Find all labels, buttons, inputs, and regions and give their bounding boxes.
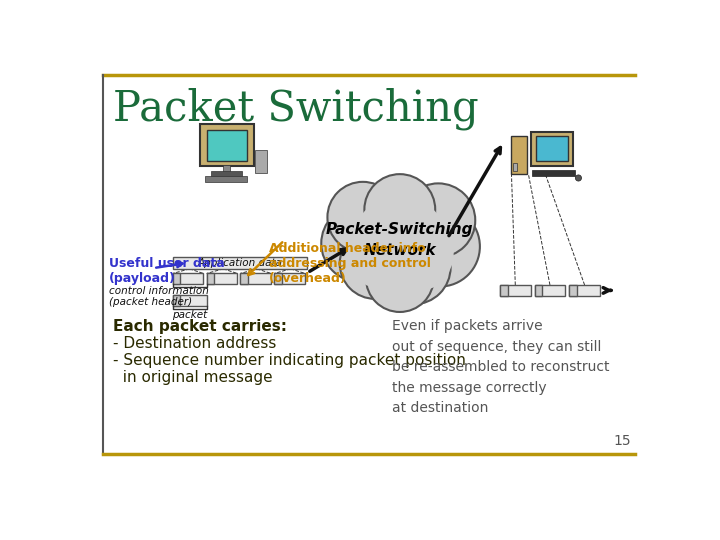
Text: Packet-Switching
Network: Packet-Switching Network (326, 222, 474, 258)
Text: - Sequence number indicating packet position: - Sequence number indicating packet posi… (113, 353, 467, 368)
Bar (240, 273, 271, 284)
Bar (207, 130, 246, 161)
Text: Useful user data
(payload): Useful user data (payload) (109, 257, 225, 285)
Circle shape (346, 213, 423, 289)
Circle shape (366, 244, 433, 312)
Bar (207, 273, 238, 284)
Bar (205, 177, 248, 182)
Bar (173, 256, 307, 269)
Circle shape (377, 231, 451, 304)
Bar (531, 132, 573, 166)
Bar (222, 165, 230, 173)
Bar (207, 273, 215, 284)
Circle shape (340, 228, 410, 299)
Circle shape (352, 183, 448, 278)
Text: in original message: in original message (113, 370, 273, 384)
Circle shape (575, 175, 582, 181)
Text: Each packet carries:: Each packet carries: (113, 319, 287, 334)
Text: Additional header info
addressing and control
(overhead): Additional header info addressing and co… (269, 242, 431, 285)
Bar (500, 285, 508, 296)
Bar (173, 295, 207, 306)
Bar (511, 136, 527, 174)
Bar (173, 273, 204, 284)
Circle shape (321, 205, 398, 282)
Bar (500, 285, 531, 296)
Text: packet: packet (172, 310, 207, 320)
Bar (534, 285, 565, 296)
Bar (173, 273, 180, 284)
Text: control information
(packet header): control information (packet header) (109, 286, 209, 307)
Bar (173, 295, 180, 306)
Bar (211, 171, 242, 177)
Bar (199, 124, 253, 166)
Circle shape (352, 195, 448, 291)
Bar (536, 136, 568, 161)
Text: 15: 15 (613, 434, 631, 448)
Text: Application data: Application data (197, 258, 282, 268)
Bar (570, 285, 600, 296)
Bar (534, 285, 542, 296)
Bar (274, 273, 305, 284)
Circle shape (328, 182, 398, 253)
Text: Even if packets arrive
out of sequence, they can still
be re-assembled to recons: Even if packets arrive out of sequence, … (392, 319, 610, 415)
Circle shape (364, 174, 435, 245)
Bar (240, 273, 248, 284)
Bar (274, 273, 282, 284)
Circle shape (400, 206, 480, 287)
Text: Packet Switching: Packet Switching (113, 88, 479, 130)
Text: - Destination address: - Destination address (113, 336, 276, 351)
Bar (570, 285, 577, 296)
Circle shape (377, 215, 454, 292)
Bar (255, 150, 266, 173)
Circle shape (401, 184, 475, 257)
Bar (532, 170, 575, 177)
Bar (513, 164, 517, 171)
